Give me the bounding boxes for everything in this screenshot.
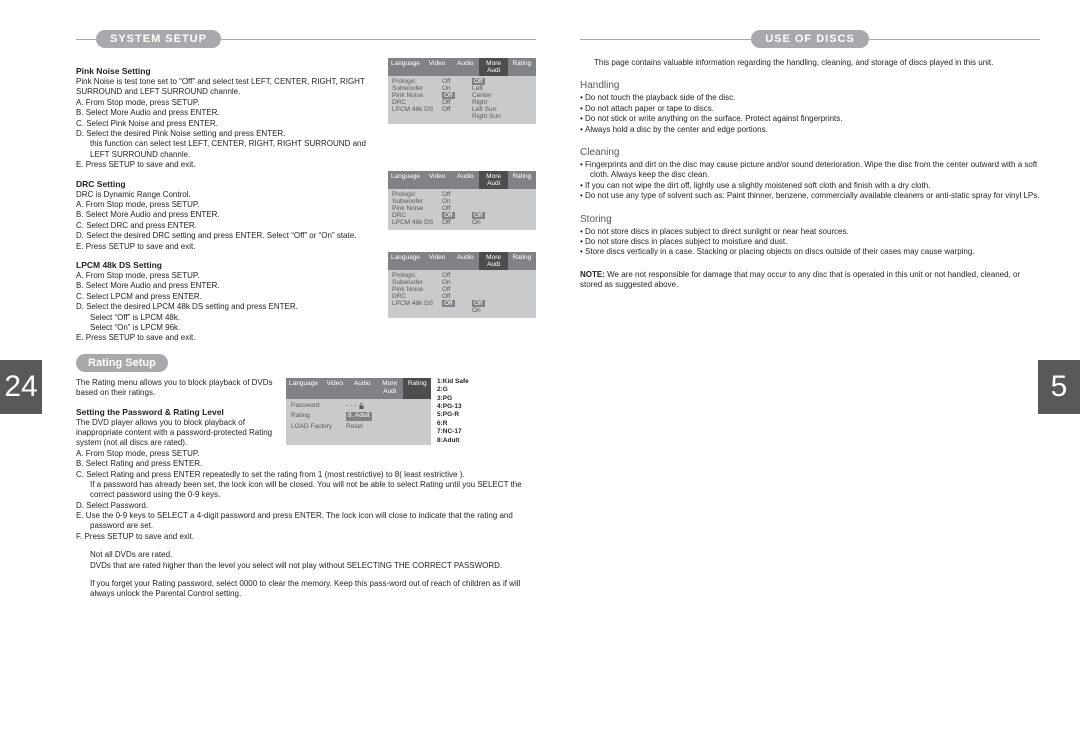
rating-setup-title: Rating Setup [76,354,168,372]
pink-noise-menu: LanguageVideoAudioMore AudiRating Prolog… [388,58,536,124]
page-number-right: 5 [1038,360,1080,414]
handling-title: Handling [580,80,1040,91]
rating-legend: 1:Kid Safe 2:G 3:PG 4:PG-13 5:PG-R 6:R 7… [437,378,469,446]
storing-list: Do not store discs in places subject to … [580,227,1040,258]
use-of-discs-header: USE OF DISCS [580,30,1040,48]
use-of-discs-title: USE OF DISCS [751,30,869,48]
system-setup-title: SYSTEM SETUP [96,30,221,48]
system-setup-header: SYSTEM SETUP [76,30,536,48]
drc-menu: LanguageVideoAudioMore AudiRating Prolog… [388,171,536,230]
lock-open-icon [358,402,365,409]
cleaning-list: Fingerprints and dirt on the disc may ca… [580,160,1040,202]
drc-text: DRC Setting DRC is Dynamic Range Control… [76,171,378,252]
lpcm-menu: LanguageVideoAudioMore AudiRating Prolog… [388,252,536,318]
pink-noise-text: Pink Noise Setting Pink Noise is test to… [76,58,378,171]
lpcm-text: LPCM 48k DS Setting A. From Stop mode, p… [76,252,378,344]
left-page: SYSTEM SETUP Pink Noise Setting Pink Noi… [76,30,536,600]
discs-intro: This page contains valuable information … [580,58,1040,68]
rating-body: The Rating menu allows you to block play… [76,378,536,600]
cleaning-title: Cleaning [580,147,1040,158]
note: NOTE: We are not responsible for damage … [580,270,1040,291]
rating-menu: LanguageVideoAudioMore AudiRating Passwo… [286,378,431,446]
right-page: USE OF DISCS This page contains valuable… [580,30,1040,290]
page-number-left: 24 [0,360,42,414]
handling-list: Do not touch the playback side of the di… [580,93,1040,135]
storing-title: Storing [580,214,1040,225]
